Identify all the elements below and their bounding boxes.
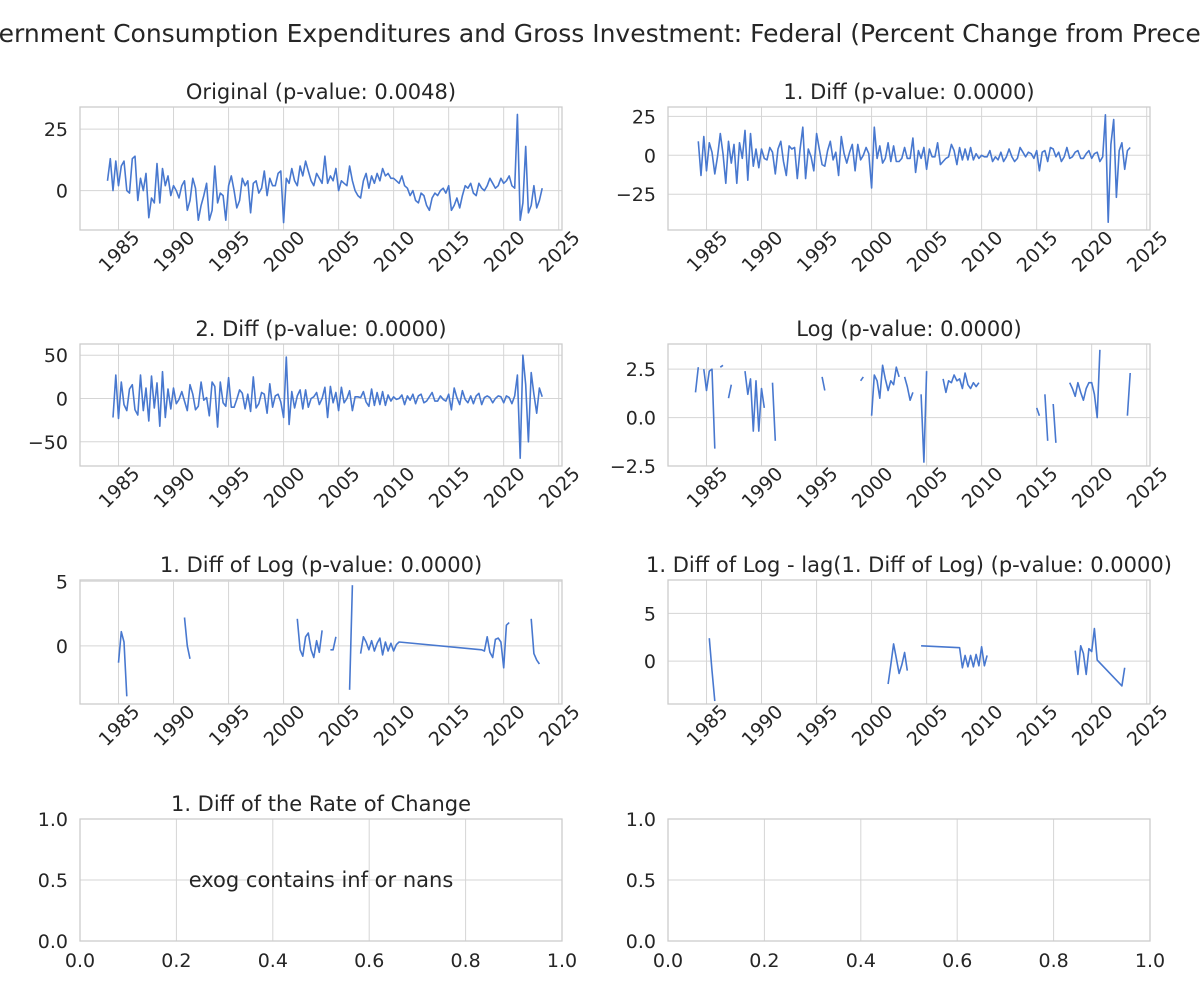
axes-frame	[79, 818, 563, 942]
y-tick-label: 0	[644, 145, 656, 167]
subplot-8: 0.0 0.2 0.4 0.6 0.8 1.0 0.0 0.5 1.0	[626, 809, 1165, 972]
subplot-title: 1. Diff of Log - lag(1. Diff of Log) (p-…	[646, 553, 1172, 577]
x-tick-label: 0.8	[1038, 950, 1068, 972]
x-tick-label: 0.2	[161, 950, 191, 972]
y-tick-label: 5	[644, 603, 656, 625]
subplot-title: 1. Diff of Log (p-value: 0.0000)	[160, 553, 482, 577]
x-tick-label: 0.2	[749, 950, 779, 972]
x-tick-label: 0.0	[653, 950, 683, 972]
error-annotation: exog contains inf or nans	[189, 868, 454, 892]
series-line	[112, 354, 543, 459]
x-tick-label: 0.4	[846, 950, 876, 972]
x-tick-label: 0.4	[258, 950, 288, 972]
y-tick-label: −2.5	[610, 456, 656, 478]
subplot-title: 1. Diff of the Rate of Change	[171, 792, 471, 816]
y-tick-label: 0.0	[626, 408, 656, 430]
y-tick-label: −25	[616, 184, 656, 206]
figure-title: Federal Government Consumption Expenditu…	[0, 19, 1200, 48]
y-tick-label: 0	[644, 651, 656, 673]
y-tick-label: 0	[56, 389, 68, 411]
axes-frame	[667, 106, 1151, 231]
y-tick-label: 1.0	[38, 809, 68, 831]
y-tick-label: 0	[56, 636, 68, 658]
subplot-title: 1. Diff (p-value: 0.0000)	[783, 80, 1034, 104]
y-tick-label: 0	[56, 181, 68, 203]
subplot-1: 1985 1990 1995 2000 2005 2010 2015 2020 2025025O…	[44, 80, 585, 277]
y-tick-label: 2.5	[626, 359, 656, 381]
y-tick-label: 5	[56, 571, 68, 593]
y-tick-label: 25	[44, 119, 68, 141]
x-tick-label: 0.8	[450, 950, 480, 972]
series-line	[697, 114, 1131, 223]
subplot-title: Original (p-value: 0.0048)	[186, 80, 456, 104]
axes-frame	[667, 818, 1151, 942]
y-tick-label: 0.5	[38, 870, 68, 892]
y-tick-label: −50	[28, 432, 68, 454]
subplot-title: Log (p-value: 0.0000)	[796, 317, 1022, 341]
x-tick-label: 0.6	[354, 950, 384, 972]
axes-frame	[79, 579, 563, 705]
axes-frame	[79, 343, 563, 467]
subplot-title: 2. Diff (p-value: 0.0000)	[195, 317, 446, 341]
axes-frame	[79, 106, 563, 231]
x-tick-label: 0.0	[65, 950, 95, 972]
x-tick-label: 1.0	[1135, 950, 1165, 972]
subplot-7: 0.0 0.2 0.4 0.6 0.8 1.0 0.0 0.5 1.0 1. Diff of th…	[38, 792, 577, 972]
y-tick-label: 0.0	[38, 931, 68, 953]
y-tick-label: 25	[632, 106, 656, 128]
axes-frame	[667, 579, 1151, 705]
series-line	[708, 627, 1126, 702]
axes-frame	[667, 343, 1151, 467]
series-line	[694, 349, 1131, 463]
x-tick-label: 1.0	[547, 950, 577, 972]
y-tick-label: 50	[44, 345, 68, 367]
y-tick-label: 1.0	[626, 809, 656, 831]
y-tick-label: 0.5	[626, 870, 656, 892]
x-tick-label: 0.6	[942, 950, 972, 972]
y-tick-label: 0.0	[626, 931, 656, 953]
series-line	[117, 585, 541, 697]
series-line	[106, 113, 543, 224]
